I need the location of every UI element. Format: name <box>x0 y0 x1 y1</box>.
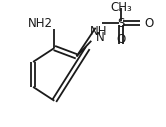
Text: NH2: NH2 <box>28 17 53 30</box>
Text: S: S <box>117 17 125 30</box>
Text: N: N <box>96 31 104 44</box>
Text: O: O <box>116 33 125 46</box>
Text: NH: NH <box>90 25 107 38</box>
Text: CH₃: CH₃ <box>110 1 132 13</box>
Text: O: O <box>145 17 154 30</box>
